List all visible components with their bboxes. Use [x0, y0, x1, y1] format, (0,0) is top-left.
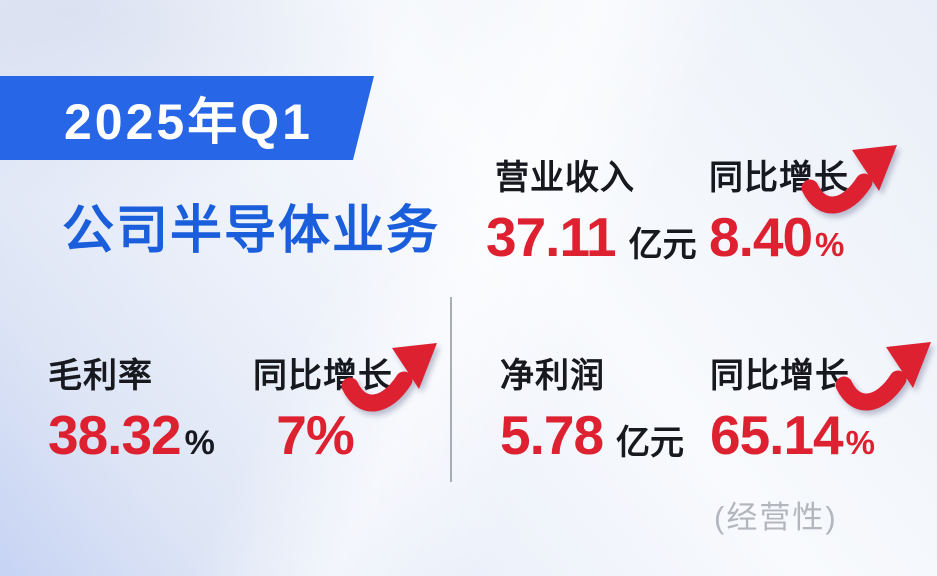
stat-net-profit: 净利润 5.78 亿元 — [500, 356, 684, 464]
net-profit-growth-unit: % — [845, 424, 875, 461]
gross-margin-growth-label: 同比增长 — [253, 357, 393, 395]
up-trend-arrow-icon — [800, 135, 900, 225]
revenue-growth-value-row: 8.40 % — [709, 208, 849, 266]
page-title: 公司半导体业务 — [62, 202, 441, 260]
stat-gross-margin-growth: 同比增长 7% — [253, 356, 393, 464]
gross-margin-label: 毛利率 — [48, 357, 153, 395]
period-label: 2025年Q1 — [64, 94, 313, 150]
revenue-label: 营业收入 — [495, 159, 635, 197]
revenue-unit: 亿元 — [628, 226, 697, 264]
net-profit-value-row: 5.78 亿元 — [500, 406, 684, 464]
up-trend-arrow-icon — [834, 332, 934, 422]
stat-net-profit-growth: 同比增长 65.14 % — [710, 356, 875, 464]
net-profit-value: 5.78 — [500, 404, 604, 466]
revenue-growth-label: 同比增长 — [709, 159, 849, 197]
net-profit-unit: 亿元 — [616, 424, 685, 462]
stat-gross-margin: 毛利率 38.32 % — [48, 356, 215, 464]
net-profit-growth-value: 65.14 — [710, 404, 844, 466]
period-banner: 2025年Q1 — [0, 76, 374, 160]
revenue-growth-unit: % — [815, 226, 845, 263]
stat-revenue-growth: 同比增长 8.40 % — [709, 158, 849, 266]
net-profit-growth-label: 同比增长 — [710, 357, 850, 395]
stat-revenue: 营业收入 37.11 亿元 — [486, 158, 697, 266]
operating-note: (经营性) — [714, 500, 838, 535]
gross-margin-growth-value-row: 7% — [253, 406, 377, 464]
revenue-growth-value: 8.40 — [709, 206, 813, 268]
gross-margin-unit: % — [184, 424, 215, 462]
revenue-value: 37.11 — [486, 206, 617, 268]
gross-margin-value: 38.32 — [48, 404, 182, 466]
gross-margin-value-row: 38.32 % — [48, 406, 215, 464]
up-trend-arrow-icon — [340, 333, 440, 423]
gross-margin-growth-value: 7% — [276, 404, 354, 466]
revenue-value-row: 37.11 亿元 — [486, 208, 697, 266]
vertical-divider — [450, 297, 452, 482]
net-profit-growth-value-row: 65.14 % — [710, 406, 875, 464]
net-profit-label: 净利润 — [500, 357, 605, 395]
